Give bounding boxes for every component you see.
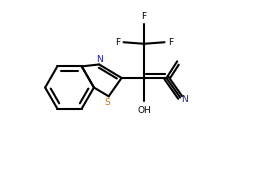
Text: F: F (168, 38, 173, 47)
Text: OH: OH (137, 106, 151, 115)
Text: N: N (181, 95, 188, 104)
Text: F: F (115, 38, 120, 47)
Text: N: N (96, 55, 102, 64)
Text: S: S (105, 98, 111, 107)
Text: F: F (141, 12, 146, 21)
